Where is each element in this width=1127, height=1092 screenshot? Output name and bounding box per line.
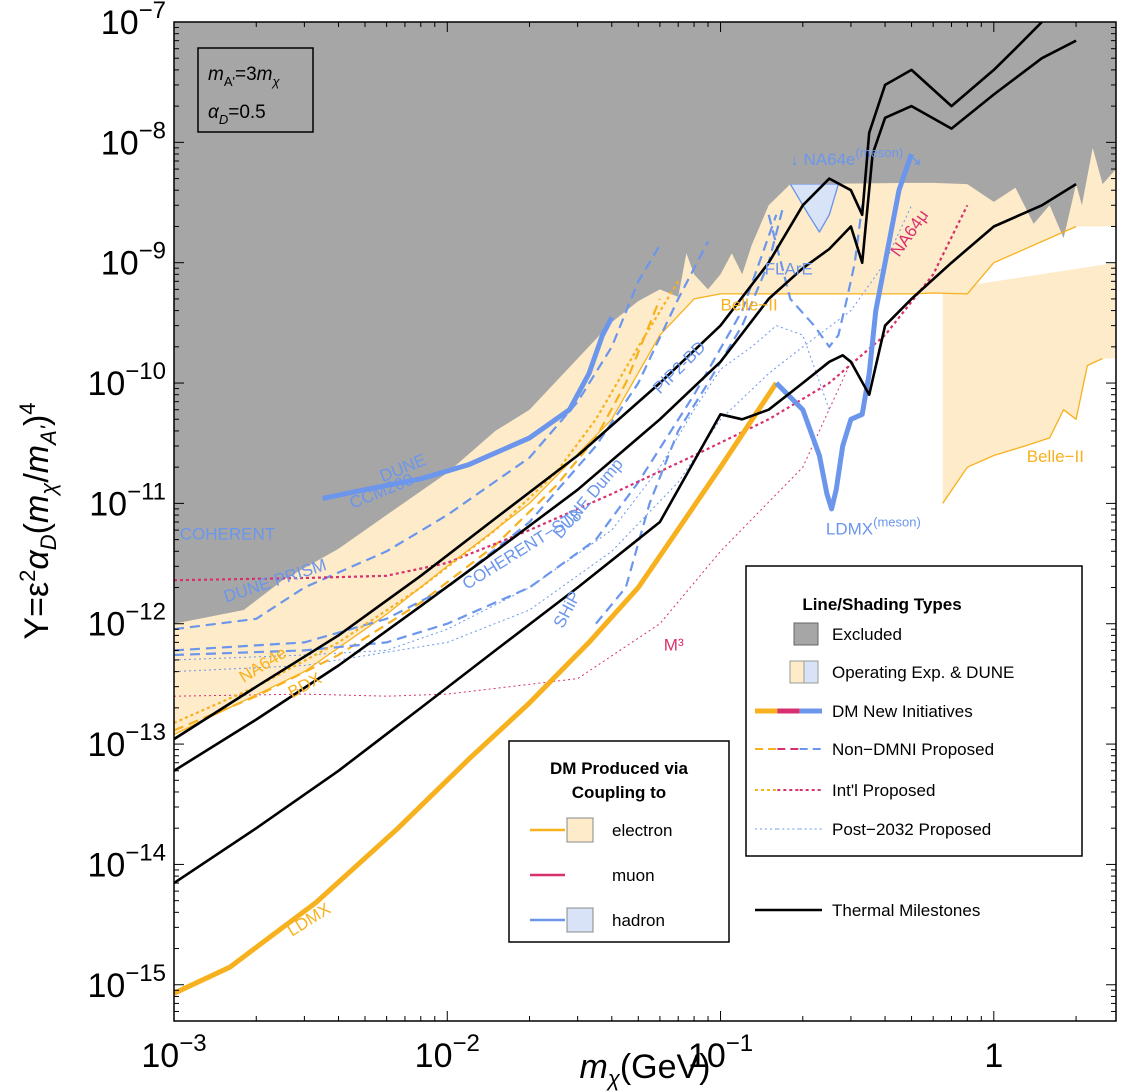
x-tick-label: 1 [984,1037,1003,1075]
legend-item-thermal-label: Thermal Milestones [832,901,980,920]
sensitivity-curves [174,22,1103,996]
axis-titles: mχ(GeV) Y=ε2αD(mχ/mA')4 [15,402,711,1091]
label-ldmx-meson-: LDMX(meson) [826,515,921,539]
label-ship: SHiP [550,588,585,631]
curve-na64- [174,204,969,582]
plot-frame [173,21,1117,1022]
legend-swatch-electron [566,817,594,843]
param-mass-ratio: mA'=3mχ [208,64,280,89]
y-tick-label: 10−7 [101,0,166,42]
legend-swatch-hadron [566,907,594,933]
y-tick-label: 10−13 [87,719,166,764]
y-tick-label: 10−15 [87,960,166,1005]
curve-m- [174,361,852,697]
y-tick-label: 10−14 [87,839,166,884]
legend-coupling-title-1: DM Produced via [550,759,688,778]
curve-ldmx-meson- [774,153,914,512]
legends: mA'=3mχ αD=0.5 DM Produced via Coupling to e… [197,47,1083,943]
curve-thermal-1 [174,22,1043,741]
curve-na64e [174,280,680,724]
legend-item-operating-swatch-h [803,660,819,684]
x-tick-label: 10−3 [141,1030,206,1075]
legend-item-post2032-label: Post−2032 Proposed [832,820,991,839]
y-tick-label: 10−8 [101,117,166,162]
legend-label-electron: electron [612,821,672,840]
label-coherent: COHERENT [180,525,275,544]
shaded-regions [174,22,1116,735]
curve-bdx [174,298,661,732]
param-alpha: αD=0.5 [208,102,266,127]
legend-item-dotted-label: Int'l Proposed [832,781,935,800]
legend-item-excluded-label: Excluded [832,625,902,644]
label-belle-ii: Belle−II [721,296,778,315]
parameter-box: mA'=3mχ αD=0.5 [197,47,314,133]
legend-item-excluded-swatch [793,622,819,646]
y-tick-label: 10−12 [87,599,166,644]
excluded-region [174,22,1116,624]
curve-belle-ii [174,225,1077,736]
legend-coupling-title-2: Coupling to [572,783,666,802]
legend-types-title: Line/Shading Types [802,595,961,614]
curve-thermal-2 [174,39,1077,772]
y-tick-label: 10−10 [87,358,166,403]
curve-ldmx [174,381,779,996]
curve-belle-ii-high-mass- [942,357,1103,504]
x-tick-label: 10−2 [415,1030,480,1075]
x-tick-label: 10−1 [688,1030,753,1075]
y-axis-title: Y=ε2αD(mχ/mA')4 [15,402,61,639]
y-tick-label: 10−11 [89,478,166,523]
legend-item-dashed-label: Non−DMNI Proposed [832,740,994,759]
legend-item-thick-label: DM New Initiatives [832,702,973,721]
legend-coupling: DM Produced via Coupling to electron muon ha… [508,740,730,943]
operating-region-belle-high-mass [942,262,1116,504]
label--na64e-meson-: ↓ NA64e(meson) ↘ [790,145,922,169]
curve-dune-prism [174,240,709,652]
legend-label-muon: muon [612,866,655,885]
label-pip2-bd: PIP2-BD [649,337,709,397]
x-axis-title: mχ(GeV) [579,1048,710,1091]
y-tick-label: 10−9 [101,238,166,283]
curve-thermal-3 [174,182,1077,885]
curve-dune-ccm200 [322,316,615,501]
axis-ticks: 10−3 10−2 10−1 110−1510−1410−1310−1210−1110… [87,0,1116,1075]
legend-label-hadron: hadron [612,911,665,930]
legend-line-types: Line/Shading Types Excluded Operating Exp.… [745,565,1083,920]
legend-item-operating-label: Operating Exp. & DUNE [832,663,1014,682]
curve-ship [174,205,912,673]
label-flare: FLArE [765,259,813,278]
label-belle-ii: Belle−II [1027,447,1084,466]
curve-dune-dump [595,205,785,625]
label-m-: M³ [664,635,684,654]
curve-flare [767,205,864,348]
legend-item-operating-swatch-e [789,660,805,684]
curve-coherent-st8 [174,214,778,657]
